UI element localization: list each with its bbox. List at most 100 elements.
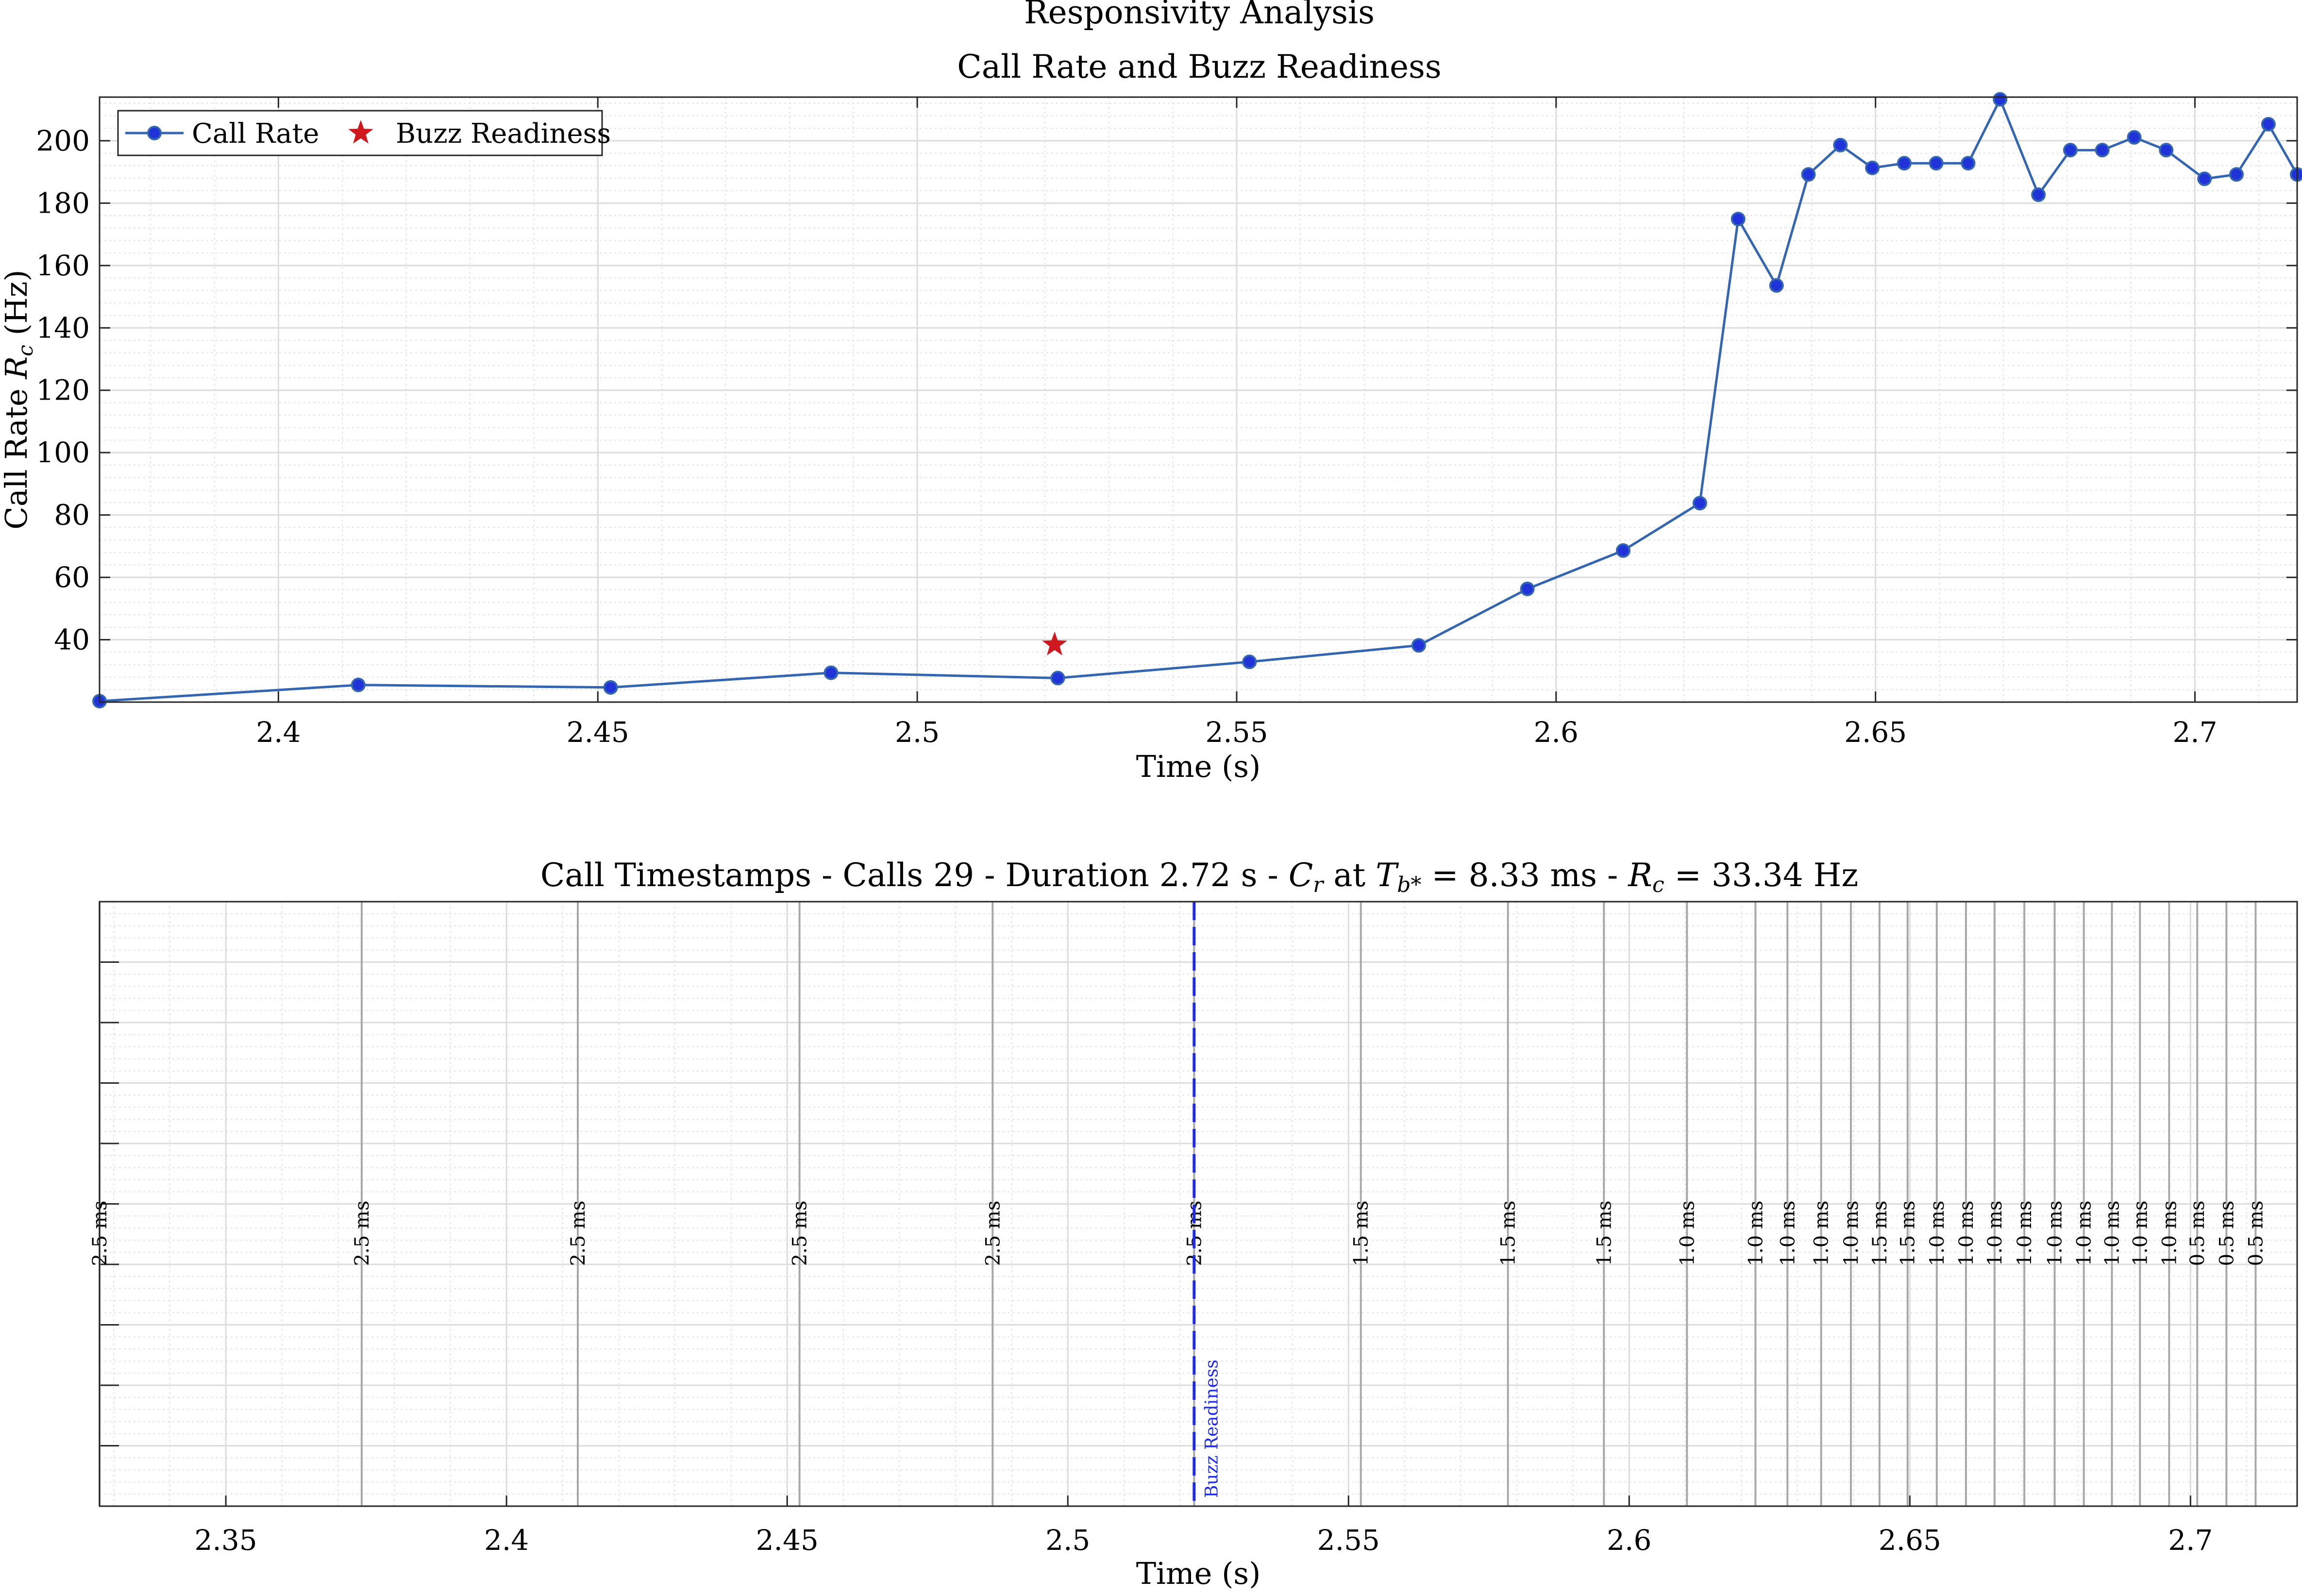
call-event-label: 1.0 ms xyxy=(1676,1201,1698,1266)
top-xtick-label: 2.4 xyxy=(256,716,301,749)
bottom-xtick-label: 2.4 xyxy=(484,1524,529,1557)
top-ytick-label: 40 xyxy=(54,623,90,656)
call-event-label: 1.0 ms xyxy=(2101,1201,2124,1266)
call-event-label: 1.0 ms xyxy=(1777,1201,1799,1266)
buzz-readiness-label: Buzz Readiness xyxy=(1202,1360,1222,1498)
call-rate-point xyxy=(1050,671,1065,686)
call-rate-point xyxy=(2229,167,2244,182)
call-event-label: 1.5 ms xyxy=(1593,1201,1615,1266)
top-xtick-labels: 2.4 2.45 2.5 2.55 2.6 2.65 2.7 xyxy=(256,716,2217,749)
call-event-label: 1.0 ms xyxy=(1984,1201,2006,1266)
call-event-label: 1.0 ms xyxy=(2158,1201,2181,1266)
call-rate-point xyxy=(1993,92,2008,107)
call-rate-point xyxy=(2127,130,2142,145)
call-event-label: 0.5 ms xyxy=(2245,1201,2268,1266)
top-ytick-labels: 40 60 80 100 120 140 160 180 200 xyxy=(36,124,90,656)
bottom-xtick-labels: 2.35 2.4 2.45 2.5 2.55 2.6 2.65 2.7 xyxy=(195,1524,2213,1557)
call-event-label: 1.5 ms xyxy=(1497,1201,1520,1266)
top-ytick-label: 80 xyxy=(54,499,90,532)
top-minor-grid xyxy=(100,97,2297,702)
bottom-xtick-label: 2.7 xyxy=(2168,1524,2213,1557)
top-ticks xyxy=(100,97,2297,702)
call-timestamps-chart: Call Timestamps - Calls 29 - Duration 2.… xyxy=(89,857,2298,1591)
top-ytick-label: 60 xyxy=(54,561,90,594)
top-xtick-label: 2.55 xyxy=(1205,716,1268,749)
bottom-xtick-label: 2.35 xyxy=(195,1524,257,1557)
legend-entry-call-rate: Call Rate xyxy=(192,118,319,150)
bottom-xtick-label: 2.6 xyxy=(1607,1524,1651,1557)
call-event-lines xyxy=(99,902,2257,1506)
call-rate-point xyxy=(823,665,839,680)
top-major-grid xyxy=(100,97,2297,702)
top-ytick-label: 120 xyxy=(36,374,90,407)
bottom-ticks xyxy=(100,961,2191,1506)
bottom-major-grid xyxy=(100,902,2297,1506)
call-event-label: 1.5 ms xyxy=(1869,1201,1891,1266)
top-xtick-label: 2.6 xyxy=(1534,716,1579,749)
legend-entry-buzz-readiness: Buzz Readiness xyxy=(396,118,611,150)
top-ytick-label: 100 xyxy=(36,436,90,469)
call-rate-point xyxy=(1801,167,1816,182)
call-rate-point xyxy=(1769,278,1784,293)
top-x-axis-label: Time (s) xyxy=(1136,749,1261,784)
call-rate-point xyxy=(1731,212,1746,227)
call-event-label: 1.0 ms xyxy=(1811,1201,1833,1266)
call-rate-point xyxy=(351,677,366,692)
top-xtick-label: 2.45 xyxy=(567,716,629,749)
call-rate-point xyxy=(1520,581,1535,596)
call-event-label: 2.5 ms xyxy=(789,1201,811,1266)
call-event-label: 0.5 ms xyxy=(2216,1201,2238,1266)
top-ytick-label: 180 xyxy=(36,186,90,219)
call-rate-point xyxy=(1929,156,1944,171)
bottom-xtick-label: 2.5 xyxy=(1045,1524,1090,1557)
bottom-xtick-label: 2.65 xyxy=(1879,1524,1941,1557)
call-rate-chart: Call Rate and Buzz Readiness 2.4 2.45 2.5 2… xyxy=(0,48,2302,784)
call-rate-point xyxy=(2063,143,2078,158)
call-rate-point xyxy=(2031,187,2046,202)
call-rate-point xyxy=(1692,496,1707,511)
call-rate-point xyxy=(2095,143,2110,158)
call-event-label: 1.0 ms xyxy=(1745,1201,1767,1266)
call-rate-point xyxy=(1865,160,1880,175)
call-rate-point xyxy=(2159,143,2174,158)
call-event-label: 1.0 ms xyxy=(2044,1201,2067,1266)
call-event-label: 2.5 ms xyxy=(982,1201,1004,1266)
call-rate-point xyxy=(603,680,618,695)
buzz-readiness-marker-group: Buzz Readiness xyxy=(1193,902,1222,1506)
call-rate-line xyxy=(99,98,2299,703)
top-ytick-label: 200 xyxy=(36,124,90,157)
bottom-xtick-label: 2.45 xyxy=(756,1524,819,1557)
call-event-label: 1.0 ms xyxy=(1840,1201,1863,1266)
call-event-label: 1.5 ms xyxy=(1897,1201,1919,1266)
call-rate-point xyxy=(2197,171,2212,186)
bottom-xtick-label: 2.55 xyxy=(1317,1524,1380,1557)
bottom-x-axis-label: Time (s) xyxy=(1136,1556,1261,1591)
call-rate-point xyxy=(2261,117,2276,132)
top-ytick-label: 140 xyxy=(36,311,90,344)
call-timestamps-title: Call Timestamps - Calls 29 - Duration 2.… xyxy=(540,857,1858,897)
call-event-label: 1.5 ms xyxy=(1350,1201,1373,1266)
call-rate-point xyxy=(1897,156,1912,171)
legend-call-rate-marker xyxy=(147,126,162,140)
top-plot-frame xyxy=(99,96,2298,703)
top-y-axis-label: Call Rate Rc (Hz) xyxy=(0,269,37,529)
call-event-label: 1.0 ms xyxy=(2014,1201,2036,1266)
call-rate-series xyxy=(92,92,2302,709)
call-rate-point xyxy=(1961,156,1976,171)
call-event-label: 0.5 ms xyxy=(2186,1201,2209,1266)
call-event-label: 2.5 ms xyxy=(351,1201,373,1266)
legend-buzz-readiness-star xyxy=(348,120,373,144)
call-event-label: 2.5 ms xyxy=(567,1201,589,1266)
buzz-readiness-star xyxy=(1042,631,1067,655)
call-rate-point xyxy=(1242,655,1257,670)
figure-title: Responsivity Analysis xyxy=(1024,0,1375,31)
top-xtick-label: 2.5 xyxy=(895,716,940,749)
top-xtick-label: 2.7 xyxy=(2172,716,2217,749)
call-rate-point xyxy=(1833,137,1848,152)
call-event-label: 1.0 ms xyxy=(1955,1201,1978,1266)
call-event-label: 1.0 ms xyxy=(2129,1201,2151,1266)
top-ytick-label: 160 xyxy=(36,249,90,282)
top-xtick-label: 2.65 xyxy=(1844,716,1907,749)
call-event-label: 1.0 ms xyxy=(1926,1201,1949,1266)
